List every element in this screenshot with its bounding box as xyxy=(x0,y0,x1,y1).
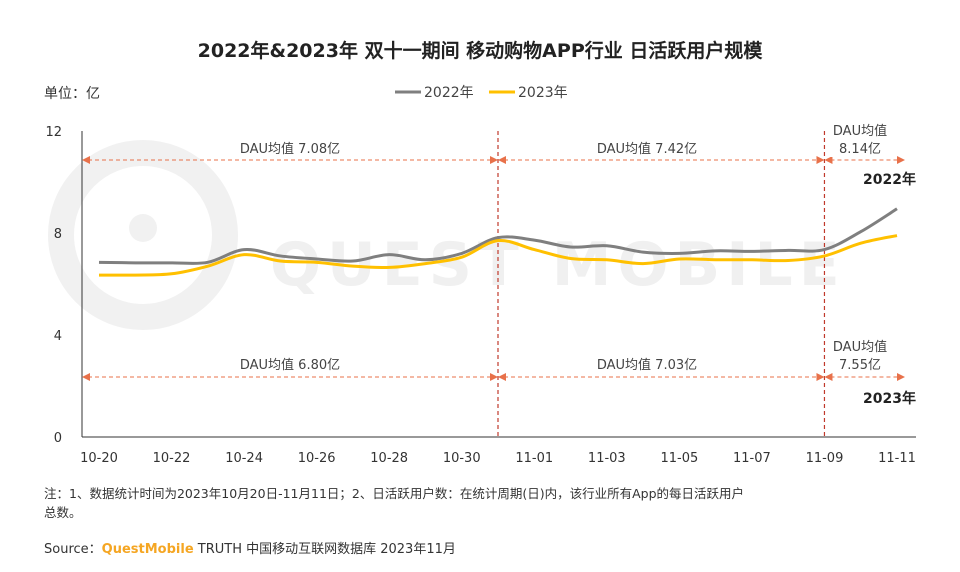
y-tick-label: 8 xyxy=(54,227,62,242)
x-tick-label: 11-01 xyxy=(515,451,553,466)
x-tick-label: 10-22 xyxy=(153,451,191,466)
source-label: Source： xyxy=(44,542,102,557)
avg-labels-2023: DAU均值 6.80亿 DAU均值 7.03亿 DAU均值 7.55亿 xyxy=(229,337,896,373)
series-line-2022 xyxy=(98,207,898,265)
x-tick-label: 10-30 xyxy=(443,451,481,466)
avg-arrowhead xyxy=(498,373,506,381)
avg-labels-2022: DAU均值 7.08亿 DAU均值 7.42亿 DAU均值 8.14亿 xyxy=(229,121,896,157)
source-brand: QuestMobile xyxy=(102,542,194,557)
x-tick-label: 11-09 xyxy=(806,451,844,466)
x-tick-label: 11-11 xyxy=(878,451,916,466)
avg-arrowhead xyxy=(490,373,498,381)
avg-arrowhead xyxy=(82,156,90,164)
avg-arrowhead xyxy=(897,156,905,164)
footnote-line1: 注：1、数据统计时间为2023年10月20日-11月11日；2、日活跃用户数：在… xyxy=(44,486,744,501)
avg-arrowhead xyxy=(816,373,825,381)
avg-arrowhead xyxy=(490,156,498,164)
chart-title: 2022年&2023年 双十一期间 移动购物APP行业 日活跃用户规模 xyxy=(198,39,764,62)
avg-2022-period3-value: 8.14亿 xyxy=(839,142,881,157)
avg-arrowhead xyxy=(824,373,833,381)
avg-label-bg xyxy=(826,337,896,373)
avg-arrowhead xyxy=(498,156,506,164)
watermark: QUEST MOBILE xyxy=(48,140,846,330)
avg-2023-period3-label: DAU均值 xyxy=(833,339,887,355)
watermark-logo-dot xyxy=(129,214,157,242)
series-line-2023 xyxy=(98,234,898,277)
avg-label-bg xyxy=(229,355,351,373)
unit-label: 单位：亿 xyxy=(44,86,100,102)
x-tick-labels: 10-20 10-22 10-24 10-26 10-28 10-30 11-01 11-03… xyxy=(80,451,916,466)
avg-arrowhead xyxy=(824,156,833,164)
year-tag-2022: 2022年 xyxy=(863,171,916,188)
y-tick-label: 12 xyxy=(45,125,62,140)
legend-label-2023: 2023年 xyxy=(518,85,568,101)
watermark-text: QUEST MOBILE xyxy=(270,230,846,300)
footnote-line2: 总数。 xyxy=(44,505,82,520)
avg-label-bg xyxy=(826,121,896,157)
avg-label-bg xyxy=(229,139,351,157)
avg-arrowhead xyxy=(897,373,905,381)
x-tick-label: 10-28 xyxy=(370,451,408,466)
series-lines xyxy=(98,207,898,277)
y-tick-label: 0 xyxy=(54,431,62,446)
watermark-logo-ring xyxy=(48,140,238,330)
source-line: Source：QuestMobile TRUTH 中国移动互联网数据库 2023… xyxy=(44,541,456,557)
avg-arrowhead xyxy=(816,156,825,164)
y-tick-labels: 0 4 8 12 xyxy=(45,125,62,446)
avg-2022-period3-label: DAU均值 xyxy=(833,123,887,139)
legend: 2022年 2023年 xyxy=(395,85,568,101)
source-text: TRUTH 中国移动互联网数据库 2023年11月 xyxy=(194,541,456,557)
year-tag-2023: 2023年 xyxy=(863,390,916,407)
avg-2023-period1: DAU均值 6.80亿 xyxy=(240,357,340,373)
period-dividers xyxy=(497,131,826,437)
avg-2023-period2: DAU均值 7.03亿 xyxy=(597,357,697,373)
x-tick-label: 11-07 xyxy=(733,451,771,466)
x-tick-label: 11-05 xyxy=(660,451,698,466)
avg-2022-period2: DAU均值 7.42亿 xyxy=(597,141,697,157)
y-tick-label: 4 xyxy=(54,329,62,344)
x-tick-label: 10-24 xyxy=(225,451,263,466)
x-tick-label: 10-26 xyxy=(298,451,336,466)
avg-arrowhead xyxy=(82,373,90,381)
x-tick-label: 11-03 xyxy=(588,451,626,466)
avg-label-bg xyxy=(586,355,708,373)
avg-2023-period3-value: 7.55亿 xyxy=(839,358,881,373)
average-arrows xyxy=(82,156,905,381)
avg-2022-period1: DAU均值 7.08亿 xyxy=(240,141,340,157)
x-tick-label: 10-20 xyxy=(80,451,118,466)
avg-label-bg xyxy=(586,139,708,157)
legend-label-2022: 2022年 xyxy=(424,85,474,101)
